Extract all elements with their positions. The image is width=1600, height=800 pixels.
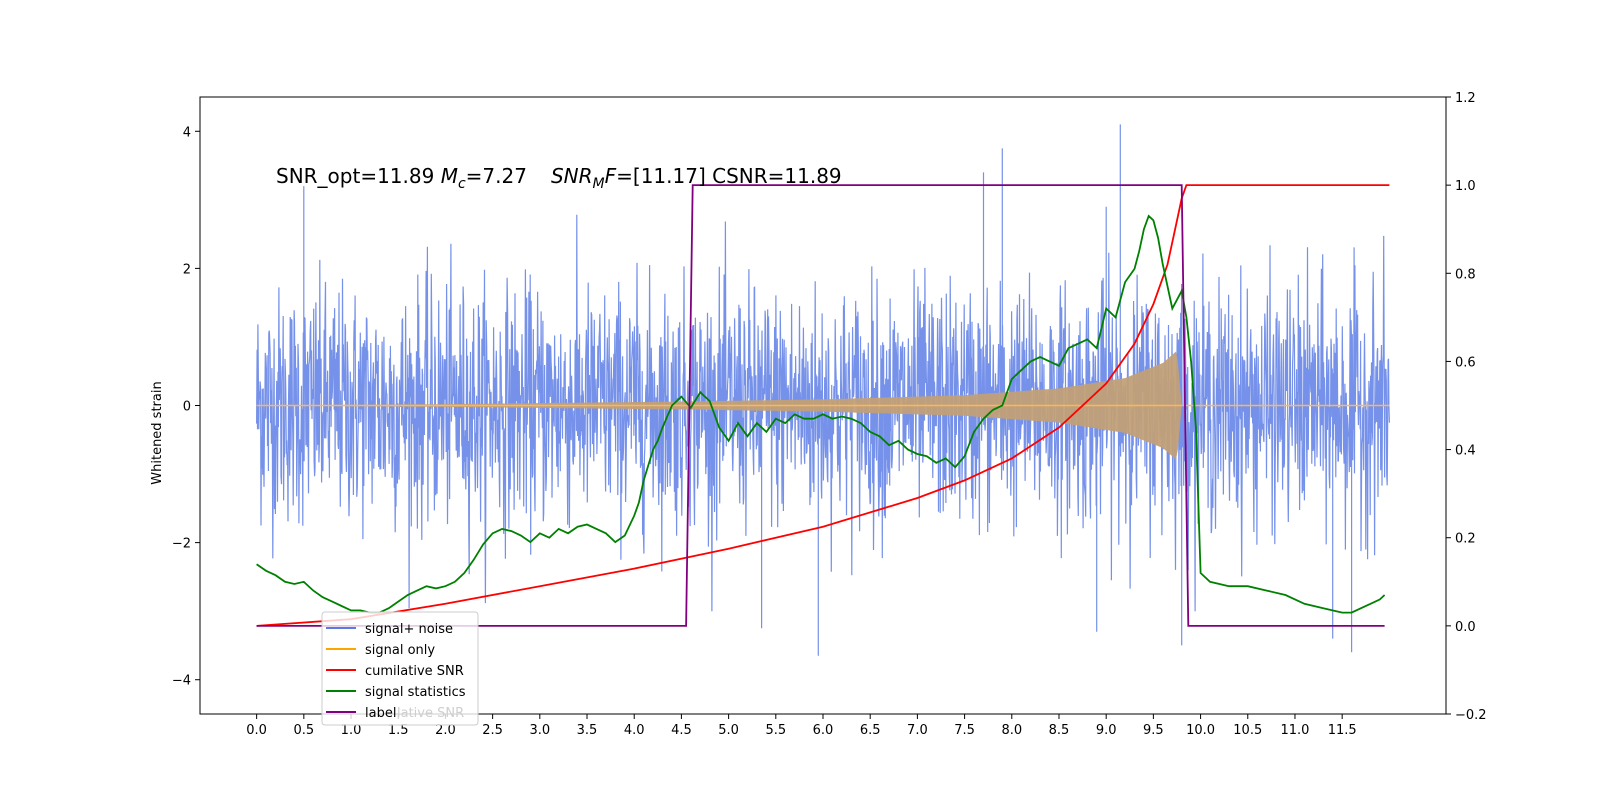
annotation-snr-opt: SNR_opt=11.89	[276, 164, 441, 188]
x-tick-label: 11.0	[1280, 723, 1309, 738]
chart-annotation: SNR_opt=11.89 Mc=7.27 SNRMF=[11.17] CSNR=…	[276, 164, 842, 192]
axes: 0.0 0.5 1.0 1.5 2.0 2.5 3.0 3.5 4.0 4.5 5.0 5.5 6.0 6…	[172, 91, 1487, 738]
x-tick-label: 7.5	[954, 723, 975, 738]
x-tick-label: 6.0	[813, 723, 834, 738]
annotation-snr-symbol: SNR	[551, 164, 593, 188]
y-axis-label-left: Whitened strain	[150, 381, 165, 484]
annotation-mc-value: =7.27	[466, 164, 527, 188]
annotation-mc-symbol: M	[441, 164, 458, 188]
signal-statistics-series	[256, 214, 1386, 614]
legend-ghost-text: lative SNR	[397, 706, 464, 721]
x-tick-label: 0.0	[246, 723, 267, 738]
x-tick-label: 1.0	[341, 723, 362, 738]
annotation-snr-sub: M	[593, 176, 605, 192]
x-tick-label: 4.0	[624, 723, 645, 738]
x-tick-label: 11.5	[1328, 723, 1357, 738]
cumulative-snr-series	[256, 184, 1390, 627]
annotation-snr-values: =[11.17] CSNR=11.89	[616, 164, 842, 188]
x-tick-label: 1.5	[388, 723, 409, 738]
legend-entry-label: signal statistics	[365, 685, 466, 700]
legend-entry-label: signal+ noise	[365, 622, 453, 637]
y-tick-label-right: −0.2	[1455, 708, 1487, 723]
y-tick-label-left: −4	[172, 674, 191, 689]
legend-entry-label: cumilative SNR	[365, 664, 464, 679]
y-tick-label-right: 0.6	[1455, 355, 1476, 370]
y-tick-label-right: 0.8	[1455, 267, 1476, 282]
y-tick-label-left: −2	[172, 537, 191, 552]
x-tick-label: 6.5	[860, 723, 881, 738]
x-tick-label: 3.0	[529, 723, 550, 738]
y-tick-label-right: 1.2	[1455, 91, 1476, 106]
x-tick-label: 2.0	[435, 723, 456, 738]
signal-only-series	[256, 351, 1390, 460]
x-tick-label: 2.5	[482, 723, 503, 738]
legend-entry-label: label	[365, 706, 396, 721]
y-tick-label-left: 0	[183, 400, 191, 415]
x-tick-label: 9.0	[1096, 723, 1117, 738]
y-tick-label-right: 0.4	[1455, 444, 1476, 459]
y-tick-label-right: 0.0	[1455, 620, 1476, 635]
x-tick-label: 8.0	[1001, 723, 1022, 738]
y-tick-label-left: 4	[183, 125, 191, 140]
y-tick-label-right: 1.0	[1455, 179, 1476, 194]
y-tick-label-right: 0.2	[1455, 532, 1476, 547]
annotation-mc-sub: c	[458, 176, 466, 192]
y-tick-label-left: 2	[183, 262, 191, 277]
x-tick-label: 8.5	[1049, 723, 1070, 738]
x-tick-label: 4.5	[671, 723, 692, 738]
legend-box	[321, 611, 479, 726]
signal-noise-series	[256, 124, 1390, 656]
x-tick-label: 7.0	[907, 723, 928, 738]
x-tick-label: 9.5	[1143, 723, 1164, 738]
signal-noise-line	[256, 124, 1390, 656]
annotation-snr-f: F	[605, 164, 617, 188]
x-tick-label: 5.5	[765, 723, 786, 738]
signal-statistics-line	[256, 214, 1386, 614]
label-line	[256, 184, 1385, 627]
legend: lative SNR signal+ noise signal only cumila…	[321, 611, 479, 726]
legend-entry-label: signal only	[365, 643, 435, 658]
x-tick-label: 3.5	[577, 723, 598, 738]
x-tick-label: 10.0	[1186, 723, 1215, 738]
x-tick-label: 0.5	[293, 723, 314, 738]
x-tick-label: 10.5	[1233, 723, 1262, 738]
x-tick-label: 5.0	[718, 723, 739, 738]
cumulative-snr-line	[256, 184, 1390, 627]
label-series	[256, 184, 1385, 627]
